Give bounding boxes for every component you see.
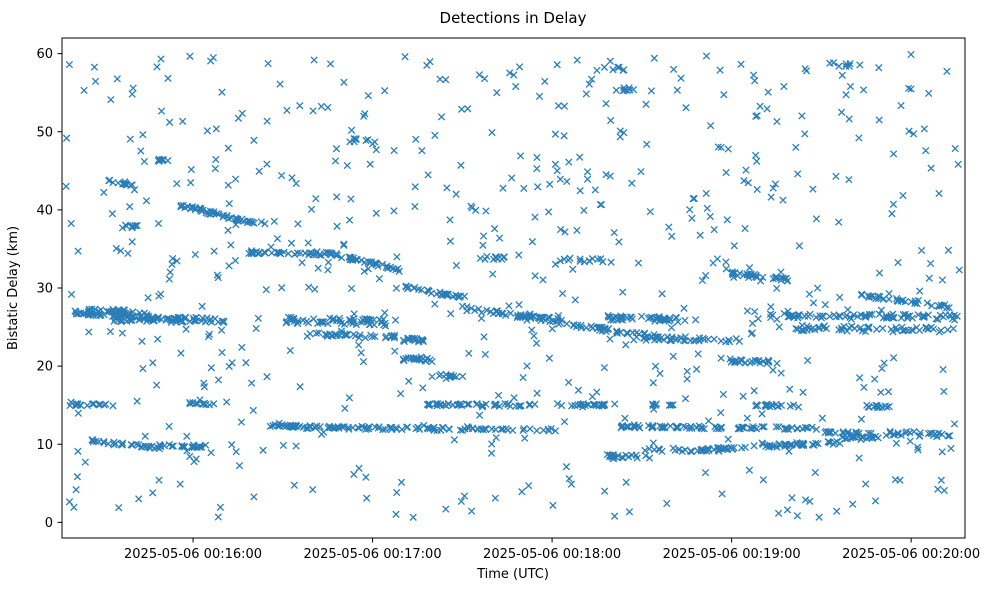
y-axis-label: Bistatic Delay (km)	[6, 226, 21, 350]
x-markers	[62, 50, 963, 521]
x-axis-ticks: 2025-05-06 00:16:00 2025-05-06 00:17:00 20…	[124, 538, 980, 562]
y-tick-label: 0	[45, 516, 53, 531]
y-tick-label: 20	[36, 360, 53, 375]
y-tick-label: 40	[36, 203, 53, 218]
y-tick-label: 10	[36, 438, 53, 453]
plot-area-border	[61, 37, 966, 539]
x-tick-label: 2025-05-06 00:20:00	[842, 547, 980, 562]
y-tick-label: 30	[36, 282, 53, 297]
scatter-points	[62, 50, 963, 521]
x-tick-label: 2025-05-06 00:17:00	[304, 547, 442, 562]
y-tick-label: 50	[36, 125, 53, 140]
x-tick-label: 2025-05-06 00:19:00	[663, 547, 801, 562]
x-axis-label: Time (UTC)	[476, 567, 549, 582]
x-tick-label: 2025-05-06 00:18:00	[483, 547, 621, 562]
y-axis-ticks: 0 10 20 30 40 50 60	[36, 47, 62, 531]
y-tick-label: 60	[36, 47, 53, 62]
x-tick-label: 2025-05-06 00:16:00	[124, 547, 262, 562]
chart-title: Detections in Delay	[440, 9, 587, 27]
